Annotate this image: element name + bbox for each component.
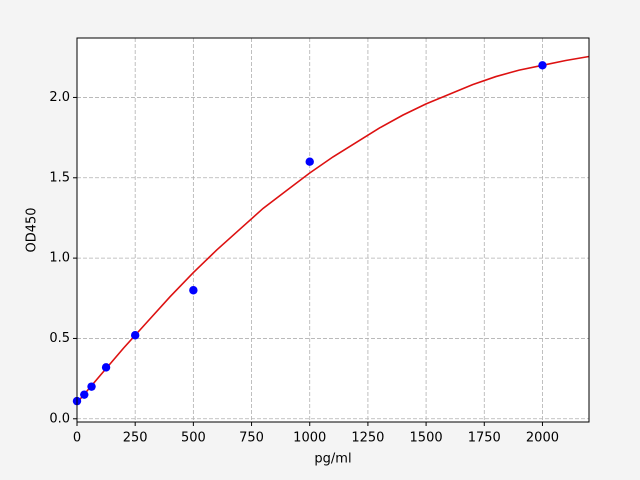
x-tick-label: 250: [123, 431, 148, 446]
x-tick-label: 1500: [410, 431, 443, 446]
x-tick-label: 750: [239, 431, 264, 446]
data-point: [130, 331, 140, 340]
plot-frame: [76, 37, 590, 423]
x-tick-label: 2000: [526, 431, 559, 446]
x-axis-label: pg/ml: [314, 452, 351, 467]
data-point: [87, 382, 96, 391]
y-tick-label: 1.0: [49, 251, 70, 266]
data-point: [538, 61, 547, 70]
data-point: [80, 390, 89, 399]
fit-curve: [76, 55, 590, 404]
y-tick-label: 0.0: [49, 411, 70, 426]
data-point: [101, 363, 111, 372]
plot-area: [77, 38, 589, 422]
y-tick-label: 0.5: [49, 331, 70, 346]
x-tick-label: 0: [73, 431, 81, 446]
x-tick-label: 1000: [293, 431, 326, 446]
x-tick-label: 1250: [351, 431, 384, 446]
x-tick-label: 1750: [468, 431, 501, 446]
y-axis-label: OD450: [25, 207, 40, 252]
y-tick-label: 1.5: [49, 170, 70, 185]
x-tick-label: 500: [181, 431, 206, 446]
y-tick-label: 2.0: [49, 90, 70, 105]
data-point: [305, 157, 314, 166]
data-point: [189, 286, 198, 295]
